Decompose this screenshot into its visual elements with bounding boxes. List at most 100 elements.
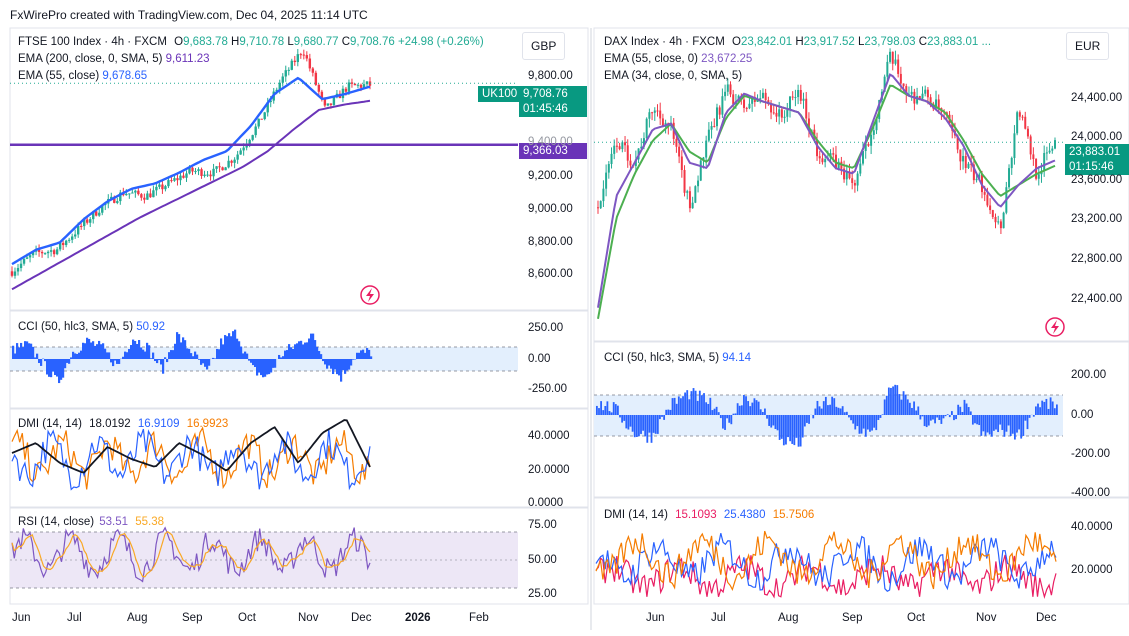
ftse-candle [329,103,333,105]
ftse-price-pane [9,27,589,311]
ftse-cci-bar [76,354,79,359]
ftse-candle [266,102,269,113]
dax-open: 23,842.01 [740,36,793,48]
ftse-cci-bar [184,340,187,359]
ftse-candle [314,72,318,85]
ftse-cci-bar [228,333,231,359]
dax-candle [683,170,686,193]
ftse-cci-bar [172,350,175,359]
dax-cci-bar [631,415,634,432]
dax-cci-bar [869,415,871,432]
dax-cci-bar [1016,415,1018,433]
dax-cci-bar [988,415,991,435]
dax-candle [902,83,905,87]
dax-candle [613,145,616,154]
dax-cci-bar [806,415,808,423]
dax-cci-bar [839,408,842,415]
dax-cci-tick: 0.00 [1071,409,1094,421]
dax-cci-bar [757,401,760,415]
ftse-cci-bar [12,345,15,359]
ftse-candle [182,175,185,178]
ftse-rsi-legend: RSI (14, close) 53.51 55.38 [18,516,165,528]
ftse-rsi-tick: 25.00 [528,588,557,600]
dax-candle [818,156,821,159]
ftse-candle [293,60,296,63]
dax-cci-bar [911,407,913,415]
ftse-cci-bar [278,354,281,359]
ftse-candle [137,190,140,195]
dax-candle [729,84,732,95]
dax-cci-bar [606,401,609,415]
ftse-candle [323,97,327,106]
ftse-cci-bar [140,347,143,359]
dax-cci-bar [669,409,672,415]
ftse-cci-bar [226,336,229,359]
dax-close: 23,883.01 ... [927,36,992,48]
ftse-symbol-tag: UK100 [478,86,522,102]
ftse-cci-bar [232,331,235,359]
dax-cci-bar [948,415,951,418]
ftse-candle [73,234,77,237]
ftse-cci-bar [80,350,83,359]
dax-cci-bar [938,415,941,420]
ftse-cci-bar [208,359,211,366]
ftse-cci-bar [240,346,243,359]
ftse-cci-bar [350,359,353,366]
ftse-cci-bar [194,351,197,359]
ftse-candle [248,139,251,144]
dax-cci-bar [677,396,680,415]
ftse-candle [167,180,170,187]
dax-candle [624,142,627,146]
dax-currency-button[interactable]: EUR [1066,32,1110,60]
ftse-candle [158,184,161,187]
ftse-cci-bar [282,356,285,359]
dax-candle [899,73,902,84]
ftse-candle [19,263,23,269]
ftse-cci-bar [178,334,181,359]
dax-cci-bar [726,415,729,419]
ftse-cci-bar [308,338,311,359]
ftse-dmi-tick: 20.0000 [528,464,570,476]
ftse-cci-bar [130,345,133,359]
dax-cci-bar [1049,397,1052,415]
dax-cci-bar [822,401,825,415]
dax-candle [770,103,773,113]
dax-candle [824,159,827,163]
ftse-cci-bar [134,340,137,359]
ftse-cci-bar [104,348,107,359]
ftse-candle [281,76,284,83]
dax-cci-bar [967,407,970,415]
dax-candle [883,76,886,92]
dax-cci-bar [852,415,855,424]
dax-cci-bar [665,409,668,415]
dax-cci-bar [633,415,636,438]
dax-candle [1013,133,1016,158]
dax-price-tick: 23,200.00 [1071,213,1123,225]
ftse-candle [362,84,366,88]
dax-cci-bar [856,415,859,427]
dax-candle [802,98,805,101]
ftse-dmi-tick: 0.0000 [528,497,564,509]
dax-cci-bar [740,405,743,415]
ftse-hline-tag: 9,366.03 [519,143,587,159]
dax-cci-bar [864,415,867,437]
dax-cci-bar [831,396,834,415]
ftse-candle [263,112,266,120]
ftse-candle [46,251,50,254]
ftse-cci-bar [46,359,49,375]
dax-candle [886,61,889,77]
dax-cci-bar [751,402,754,415]
dax-dmi-pane [593,497,1129,605]
ftse-currency-button[interactable]: GBP [522,32,566,60]
dax-cci-bar [820,408,823,415]
dax-cci-bar [883,399,886,415]
ftse-candle [278,82,281,90]
ftse-cci-bar [360,350,363,359]
dax-cci-bar [640,415,642,434]
dax-cci-bar [879,415,882,418]
ftse-cci-bar [234,329,237,359]
ftse-cci-bar [246,353,249,359]
ftse-candle [22,258,26,264]
dax-cci-bar [917,406,920,415]
